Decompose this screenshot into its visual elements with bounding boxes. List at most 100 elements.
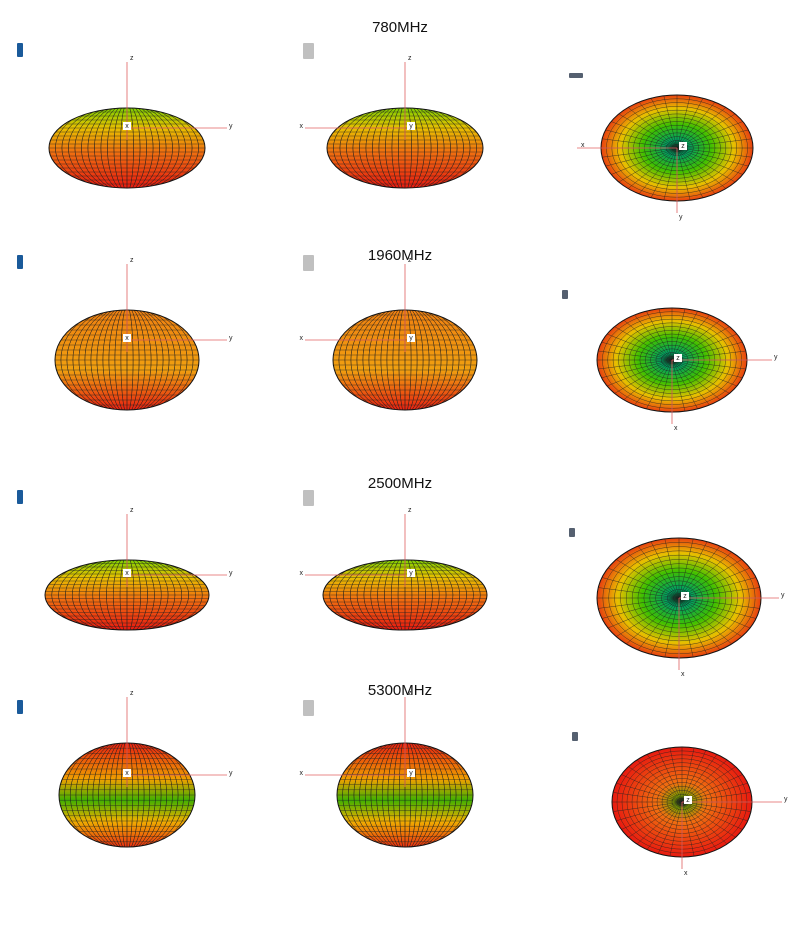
top-view: y z x bbox=[569, 528, 785, 678]
axis-label: z bbox=[130, 507, 134, 514]
mesh-line bbox=[678, 551, 732, 599]
mesh-line bbox=[601, 342, 673, 361]
device-icon bbox=[17, 43, 23, 57]
mesh-line bbox=[626, 597, 680, 645]
mesh-line bbox=[626, 551, 680, 599]
mesh-line bbox=[678, 597, 694, 658]
axis-label: z bbox=[408, 507, 412, 514]
mesh-line bbox=[671, 359, 738, 387]
mesh-line bbox=[676, 129, 749, 149]
axis-label: y bbox=[409, 770, 413, 777]
axis-label: z bbox=[408, 690, 412, 697]
mesh-line bbox=[681, 801, 743, 830]
mesh-line bbox=[676, 147, 716, 195]
axis-label: z bbox=[130, 257, 134, 264]
mesh-line bbox=[681, 747, 695, 803]
mesh-line bbox=[671, 359, 686, 412]
mesh-line bbox=[607, 597, 680, 629]
axis-label: z bbox=[686, 797, 690, 804]
mesh-line bbox=[606, 333, 673, 361]
mesh-line bbox=[611, 147, 678, 175]
mesh-line bbox=[636, 801, 683, 845]
mesh-line bbox=[613, 801, 683, 812]
axis-label: y bbox=[784, 796, 788, 803]
mesh-line bbox=[607, 567, 680, 599]
mesh-line bbox=[664, 538, 680, 599]
device-icon bbox=[303, 700, 314, 716]
mesh-line bbox=[678, 597, 721, 651]
device-icon bbox=[17, 490, 23, 504]
mesh-line bbox=[671, 342, 743, 361]
side-view: z x y bbox=[17, 490, 233, 631]
mesh-line bbox=[650, 147, 678, 198]
axis-label: z bbox=[130, 690, 134, 697]
side-view: z x y bbox=[300, 490, 488, 631]
axis-label: x bbox=[681, 671, 685, 678]
label-box bbox=[123, 769, 131, 777]
mesh-line bbox=[681, 801, 718, 850]
mesh-line bbox=[669, 801, 683, 857]
device-icon bbox=[303, 255, 314, 271]
mesh-line bbox=[598, 359, 673, 370]
mesh-line bbox=[669, 747, 683, 803]
mesh-line bbox=[681, 754, 718, 803]
side-view: z x y bbox=[17, 43, 233, 189]
mesh-line bbox=[602, 147, 678, 158]
mesh-line bbox=[678, 587, 760, 599]
axis-label: z bbox=[676, 355, 680, 362]
mesh-line bbox=[618, 113, 678, 149]
mesh-line bbox=[681, 801, 728, 845]
mesh-line bbox=[602, 138, 678, 149]
mesh-line bbox=[634, 314, 673, 361]
mesh-line bbox=[681, 801, 748, 822]
mesh-line bbox=[634, 359, 673, 406]
device-icon bbox=[17, 700, 23, 714]
mesh-line bbox=[658, 359, 673, 412]
mesh-line bbox=[637, 545, 680, 599]
mesh-line bbox=[676, 147, 691, 201]
mesh-line bbox=[636, 759, 683, 803]
mesh-line bbox=[628, 801, 683, 838]
side-view: z x y bbox=[300, 690, 474, 848]
mesh-line bbox=[681, 801, 695, 857]
mesh-line bbox=[646, 801, 683, 850]
mesh-line bbox=[676, 147, 736, 183]
mesh-line bbox=[623, 320, 673, 361]
axis-label: z bbox=[683, 593, 687, 600]
mesh-line bbox=[606, 359, 673, 387]
mesh-line bbox=[671, 359, 743, 378]
mesh-line bbox=[681, 750, 707, 803]
row-title: 1960MHz bbox=[368, 247, 432, 264]
axis-label: z bbox=[408, 257, 412, 264]
axis-label: z bbox=[681, 143, 685, 150]
mesh-line bbox=[676, 138, 752, 149]
mesh-line bbox=[646, 359, 673, 409]
mesh-line bbox=[613, 792, 683, 803]
mesh-line bbox=[678, 597, 742, 637]
mesh-line bbox=[681, 782, 748, 803]
label-box bbox=[684, 796, 692, 804]
mesh-line bbox=[605, 147, 678, 167]
mesh-line bbox=[676, 98, 704, 149]
mesh-line bbox=[678, 567, 751, 599]
mesh-line bbox=[611, 121, 678, 149]
side-view: z x y bbox=[300, 43, 484, 189]
mesh-line bbox=[657, 801, 683, 854]
axis-label: x bbox=[300, 335, 304, 342]
label-box bbox=[407, 569, 415, 577]
mesh-line bbox=[676, 147, 749, 167]
mesh-line bbox=[678, 597, 732, 645]
side-view: z x y bbox=[17, 255, 233, 411]
axis-label: x bbox=[581, 142, 585, 149]
mesh-line bbox=[614, 359, 673, 394]
label-box bbox=[681, 592, 689, 600]
axis-label: y bbox=[781, 592, 785, 599]
mesh-line bbox=[650, 98, 678, 149]
mesh-line bbox=[638, 147, 678, 195]
mesh-line bbox=[664, 597, 680, 658]
device-icon bbox=[303, 490, 314, 506]
mesh-line bbox=[616, 801, 683, 822]
mesh-line bbox=[681, 759, 728, 803]
mesh-line bbox=[601, 577, 680, 599]
axis-label: y bbox=[229, 570, 233, 577]
